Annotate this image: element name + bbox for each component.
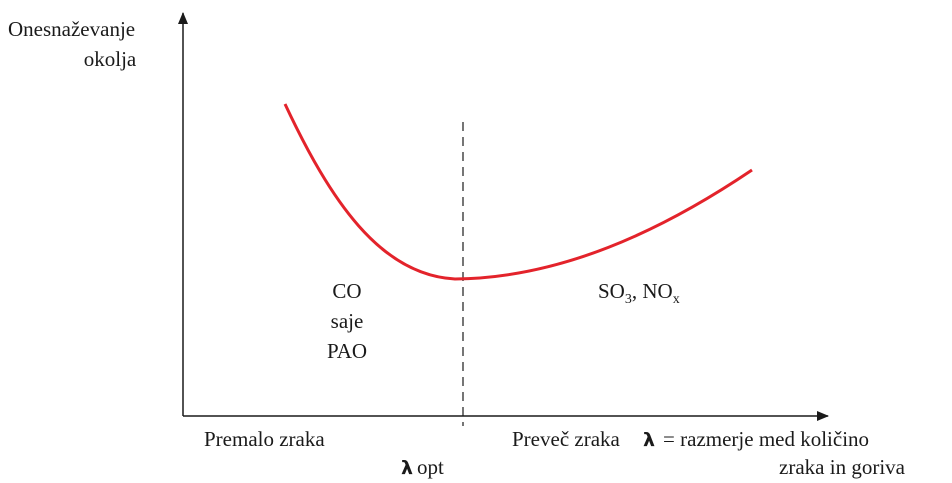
- text: = razmerje med količino: [663, 427, 869, 451]
- text: λ: [401, 457, 413, 479]
- optimum-label: λ opt: [401, 455, 444, 479]
- right-region-label: SO3, NOx: [598, 279, 680, 307]
- text: PAO: [327, 339, 367, 363]
- text: , NO: [632, 279, 673, 303]
- left-region-label: PAO: [327, 339, 367, 363]
- pollution-curve: [283, 103, 753, 281]
- x-axis-label: zraka in goriva: [779, 455, 906, 479]
- text: zraka in goriva: [779, 455, 906, 479]
- text: SO: [598, 279, 625, 303]
- y-axis-label: okolja: [84, 47, 137, 71]
- text: CO: [332, 279, 361, 303]
- text: x: [673, 292, 680, 307]
- text: okolja: [84, 47, 137, 71]
- x-right-label: Preveč zraka: [512, 427, 621, 451]
- text: saje: [331, 309, 364, 333]
- text: Preveč zraka: [512, 427, 621, 451]
- text: opt: [417, 455, 444, 479]
- text: λ: [643, 429, 655, 451]
- left-region-label: CO: [332, 279, 361, 303]
- text: Premalo zraka: [204, 427, 325, 451]
- text: 3: [625, 292, 632, 307]
- x-left-label: Premalo zraka: [204, 427, 325, 451]
- left-region-label: saje: [331, 309, 364, 333]
- y-axis-label: Onesnaževanje: [8, 17, 135, 41]
- x-axis-label: λ = razmerje med količino: [643, 427, 869, 451]
- text: Onesnaževanje: [8, 17, 135, 41]
